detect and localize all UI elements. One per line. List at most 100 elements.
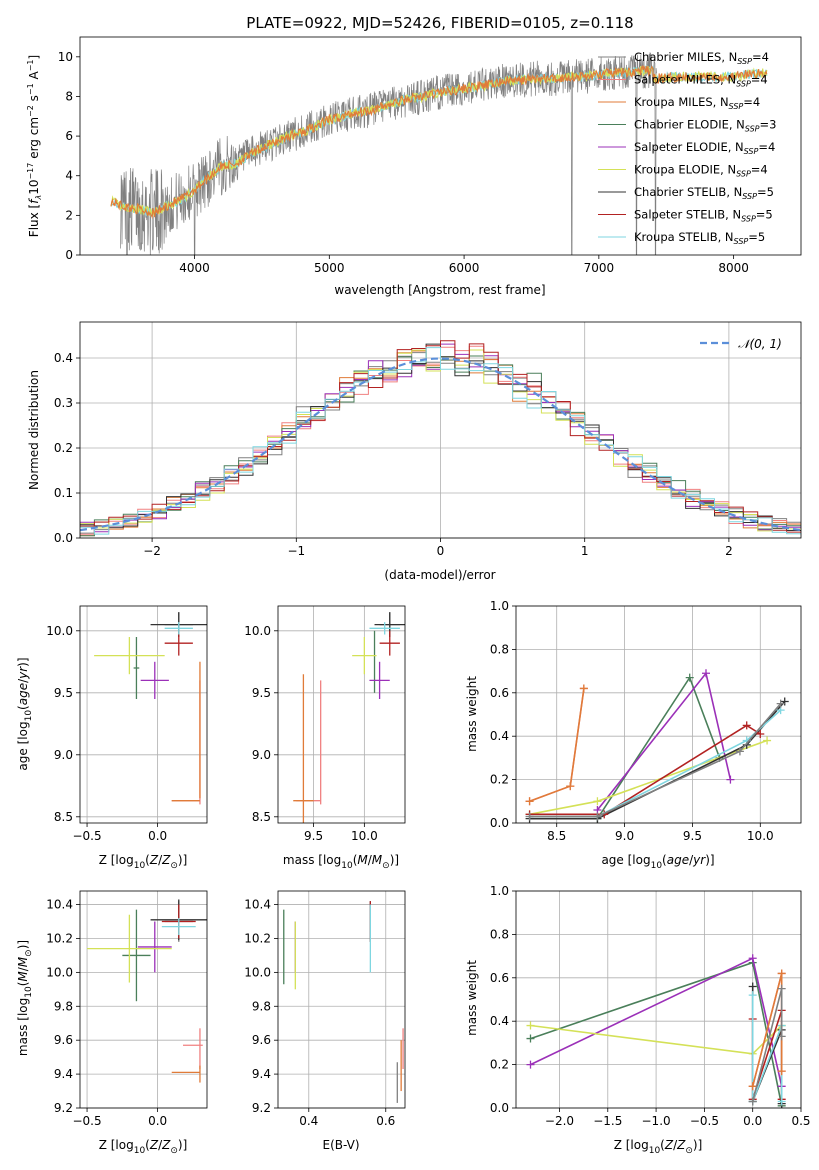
data-point: [777, 1067, 786, 1076]
normal-distribution-curve: [80, 357, 801, 532]
errorbar-point: [164, 622, 193, 635]
data-point: [526, 1060, 535, 1069]
x-tick-label: 9.5: [304, 829, 323, 843]
weight-vs-metallicity-panel: −2.0 −1.5 −1.0 −0.5 0.0 0.5 0.0 0.2 0.4 0.6 0.8 1.0…: [465, 884, 811, 1156]
errorbar-point: [161, 918, 196, 936]
data-point: [777, 1032, 786, 1041]
data-point: [525, 812, 534, 821]
x-tick-label: −2.0: [545, 1114, 574, 1128]
x-tick-label: 9.5: [683, 829, 702, 843]
x-axis-label: (data-model)/error: [384, 568, 495, 582]
y-tick-label: 0.2: [54, 441, 73, 455]
mass-vs-extinction-panel: 0.4 0.6 9.2 9.4 9.6 9.8 10.0 10.2 10.4 E(B-V): [244, 890, 406, 1152]
axes-frame: [515, 605, 802, 824]
data-point: [702, 669, 710, 678]
legend-entry: Chabrier STELIB, NSSP=5: [634, 185, 774, 201]
errorbar-point: [369, 622, 400, 635]
y-tick-label: 10.0: [244, 965, 271, 979]
axes-frame: [277, 605, 406, 824]
plot-area: [87, 899, 207, 1083]
y-tick-label: 0.1: [54, 486, 73, 500]
x-tick-label: 10.0: [351, 829, 378, 843]
x-tick-label: 0.6: [376, 1114, 395, 1128]
y-tick-label: 0: [65, 248, 73, 262]
y-tick-label: 8: [65, 89, 73, 103]
axes-frame: [79, 36, 802, 256]
age-vs-mass-panel: 9.5 10.0 8.5 9.0 9.5 10.0 mass [log10(M/M⊙)]: [244, 605, 406, 871]
x-tick-label: −1: [287, 544, 305, 558]
data-point: [777, 969, 786, 978]
y-tick-label: 10.0: [46, 965, 73, 979]
series-line: [529, 700, 786, 820]
plot-area: [525, 669, 789, 823]
y-tick-label: 9.0: [252, 748, 271, 762]
x-tick-label: 0.0: [148, 829, 167, 843]
x-tick-label: 6000: [449, 261, 480, 275]
plot-area: [293, 612, 405, 823]
legend-entry: 𝒩(0, 1): [738, 337, 782, 351]
x-axis-label: Z [log10(Z/Z⊙)]: [614, 1138, 703, 1156]
y-axis-label: mass [log10(M/M⊙)]: [16, 940, 34, 1056]
data-point: [593, 812, 602, 821]
y-tick-label: 9.8: [252, 999, 271, 1013]
y-tick-label: 9.2: [54, 1101, 73, 1115]
data-point: [579, 684, 588, 693]
y-tick-label: 9.5: [54, 686, 73, 700]
errorbar-point: [137, 921, 172, 973]
x-tick-label: 0.0: [148, 1114, 167, 1128]
model-spectrum: [110, 64, 768, 219]
y-tick-label: 9.4: [252, 1067, 271, 1081]
x-tick-label: 2: [725, 544, 733, 558]
x-tick-label: −0.5: [690, 1114, 719, 1128]
legend-entry: Salpeter MILES, NSSP=4: [634, 73, 768, 89]
data-point: [685, 673, 694, 682]
plot-area: [283, 901, 404, 1103]
series-line: [529, 709, 782, 818]
x-tick-label: 5000: [314, 261, 345, 275]
y-tick-label: 4: [65, 169, 73, 183]
axes-frame: [79, 321, 802, 539]
histogram-step: [80, 340, 801, 533]
errorbar-point: [133, 637, 140, 699]
data-point: [525, 797, 534, 806]
y-tick-label: 9.8: [54, 999, 73, 1013]
legend-entry: Salpeter STELIB, NSSP=5: [634, 208, 773, 224]
y-tick-label: 6: [65, 129, 73, 143]
y-tick-label: 0.6: [490, 971, 509, 985]
plot-area: [110, 51, 768, 255]
y-tick-label: 8.5: [252, 810, 271, 824]
legend-entry: Kroupa MILES, NSSP=4: [634, 95, 760, 111]
errorbar-point: [352, 637, 377, 675]
data-point: [748, 1082, 757, 1091]
x-tick-label: 0.4: [299, 1114, 318, 1128]
x-tick-label: 1: [581, 544, 589, 558]
x-axis-label: Z [log10(Z/Z⊙)]: [99, 1138, 188, 1156]
data-point: [756, 730, 765, 739]
x-tick-label: −2: [143, 544, 161, 558]
x-tick-label: −0.5: [72, 1114, 101, 1128]
y-tick-label: 0.6: [490, 686, 509, 700]
axes-frame: [79, 890, 208, 1109]
axes-frame: [515, 890, 802, 1109]
data-point: [735, 747, 744, 756]
legend-entry: Kroupa STELIB, NSSP=5: [634, 230, 765, 246]
y-tick-label: 0.4: [54, 351, 73, 365]
figure-title: PLATE=0922, MJD=52426, FIBERID=0105, z=0…: [246, 14, 633, 32]
data-point: [776, 699, 785, 708]
data-point: [526, 1034, 535, 1043]
y-tick-label: 10.4: [46, 898, 73, 912]
y-axis-label: age [log10(age/yr)]: [16, 657, 34, 770]
y-tick-label: 2: [65, 208, 73, 222]
y-tick-label: 8.5: [54, 810, 73, 824]
x-tick-label: 0.0: [743, 1114, 762, 1128]
y-tick-label: 0.4: [490, 1014, 509, 1028]
age-vs-metallicity-panel: −0.5 0.0 8.5 9.0 9.5 10.0 Z [log10(Z/Z⊙)] age […: [16, 605, 208, 871]
plot-area: [80, 340, 801, 537]
y-tick-label: 9.6: [252, 1033, 271, 1047]
x-tick-label: −1.0: [642, 1114, 671, 1128]
x-tick-label: 8.5: [547, 829, 566, 843]
y-tick-label: 1.0: [490, 599, 509, 613]
y-tick-label: 9.2: [252, 1101, 271, 1115]
y-tick-label: 0.2: [490, 1058, 509, 1072]
